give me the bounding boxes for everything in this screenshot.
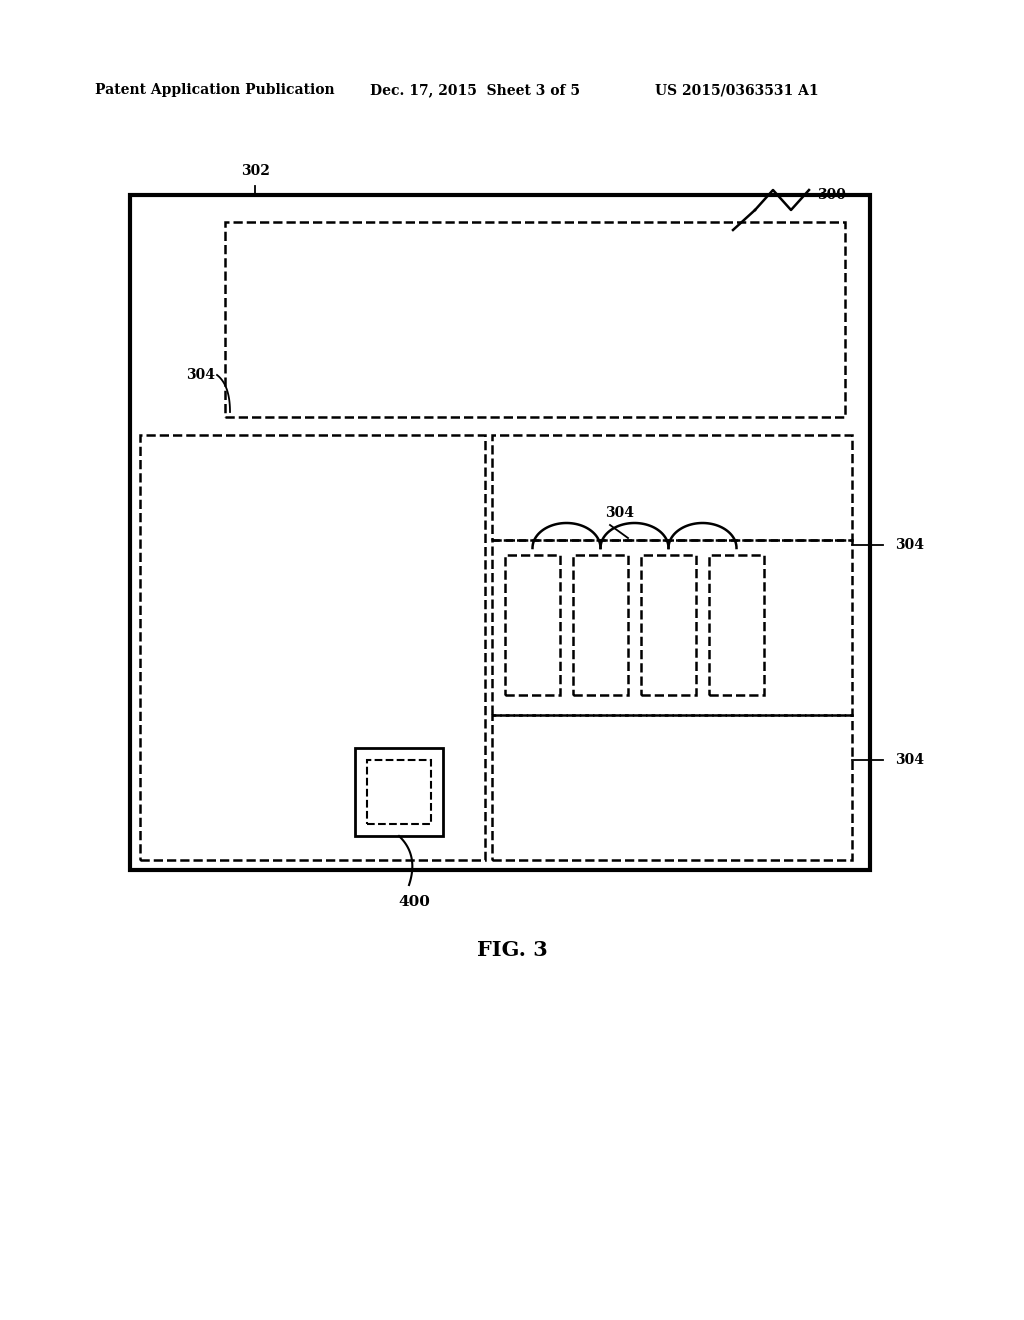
Bar [492,540,852,715]
Text: 300: 300 [817,187,846,202]
Bar [641,554,696,696]
Bar [367,760,431,824]
Text: Dec. 17, 2015  Sheet 3 of 5: Dec. 17, 2015 Sheet 3 of 5 [370,83,580,96]
Text: 304: 304 [186,368,215,381]
Bar [130,195,870,870]
Text: 304: 304 [895,539,924,552]
Text: 304: 304 [895,752,924,767]
Bar [573,554,628,696]
Text: 400: 400 [398,895,430,909]
Bar [140,436,485,861]
Bar [492,715,852,861]
Bar [505,554,560,696]
Bar [492,436,852,540]
Text: FIG. 3: FIG. 3 [476,940,548,960]
Bar [225,222,845,417]
Text: 304: 304 [605,506,635,520]
Bar [355,748,443,836]
Text: US 2015/0363531 A1: US 2015/0363531 A1 [655,83,818,96]
Text: Patent Application Publication: Patent Application Publication [95,83,335,96]
Bar [709,554,764,696]
Text: 302: 302 [241,164,269,178]
